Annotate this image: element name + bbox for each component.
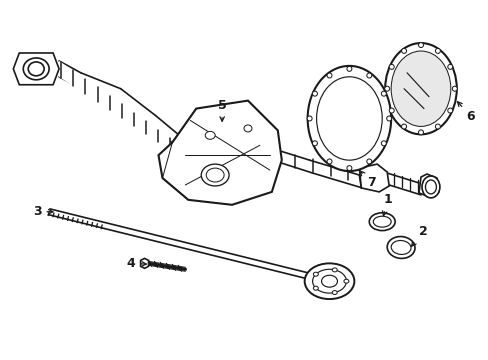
Text: 2: 2 (411, 225, 427, 246)
Ellipse shape (206, 168, 224, 182)
Ellipse shape (343, 279, 348, 283)
Ellipse shape (384, 86, 389, 91)
Ellipse shape (316, 77, 382, 160)
Ellipse shape (304, 264, 354, 299)
Polygon shape (359, 164, 388, 192)
Ellipse shape (381, 91, 386, 96)
Ellipse shape (421, 176, 439, 198)
Text: 7: 7 (360, 171, 375, 189)
Ellipse shape (321, 275, 337, 287)
Polygon shape (158, 100, 281, 205)
Ellipse shape (28, 62, 44, 76)
Ellipse shape (366, 73, 371, 78)
Polygon shape (59, 61, 170, 152)
Ellipse shape (418, 130, 423, 135)
Ellipse shape (23, 58, 49, 80)
Ellipse shape (372, 216, 390, 227)
Ellipse shape (388, 108, 393, 113)
Ellipse shape (331, 291, 337, 294)
Text: 5: 5 (217, 99, 226, 121)
Ellipse shape (326, 159, 331, 164)
Polygon shape (141, 258, 148, 268)
Polygon shape (13, 53, 59, 85)
Ellipse shape (381, 141, 386, 146)
Ellipse shape (312, 141, 317, 146)
Ellipse shape (244, 125, 251, 132)
Polygon shape (386, 173, 420, 195)
Text: 1: 1 (382, 193, 392, 216)
Ellipse shape (306, 116, 311, 121)
Ellipse shape (388, 64, 393, 69)
Ellipse shape (368, 213, 394, 231)
Text: 3: 3 (33, 205, 53, 218)
Ellipse shape (447, 108, 452, 113)
Ellipse shape (447, 64, 452, 69)
Ellipse shape (201, 164, 228, 186)
Ellipse shape (451, 86, 456, 91)
Ellipse shape (434, 48, 440, 53)
Ellipse shape (418, 42, 423, 48)
Ellipse shape (386, 237, 414, 258)
Text: 6: 6 (457, 102, 474, 123)
Ellipse shape (386, 116, 391, 121)
Ellipse shape (312, 91, 317, 96)
Ellipse shape (390, 51, 450, 126)
Polygon shape (418, 174, 438, 197)
Ellipse shape (313, 286, 318, 290)
Ellipse shape (346, 166, 351, 171)
Polygon shape (277, 150, 362, 188)
Ellipse shape (313, 272, 318, 276)
Ellipse shape (205, 131, 215, 139)
Ellipse shape (401, 48, 406, 53)
Ellipse shape (312, 269, 346, 293)
Ellipse shape (346, 66, 351, 71)
Ellipse shape (366, 159, 371, 164)
Ellipse shape (326, 73, 331, 78)
Text: 4: 4 (126, 257, 146, 270)
Ellipse shape (385, 43, 456, 134)
Ellipse shape (307, 66, 390, 171)
Ellipse shape (434, 124, 440, 129)
Ellipse shape (401, 124, 406, 129)
Polygon shape (48, 209, 329, 284)
Ellipse shape (425, 180, 435, 194)
Ellipse shape (331, 268, 337, 272)
Ellipse shape (390, 240, 410, 255)
